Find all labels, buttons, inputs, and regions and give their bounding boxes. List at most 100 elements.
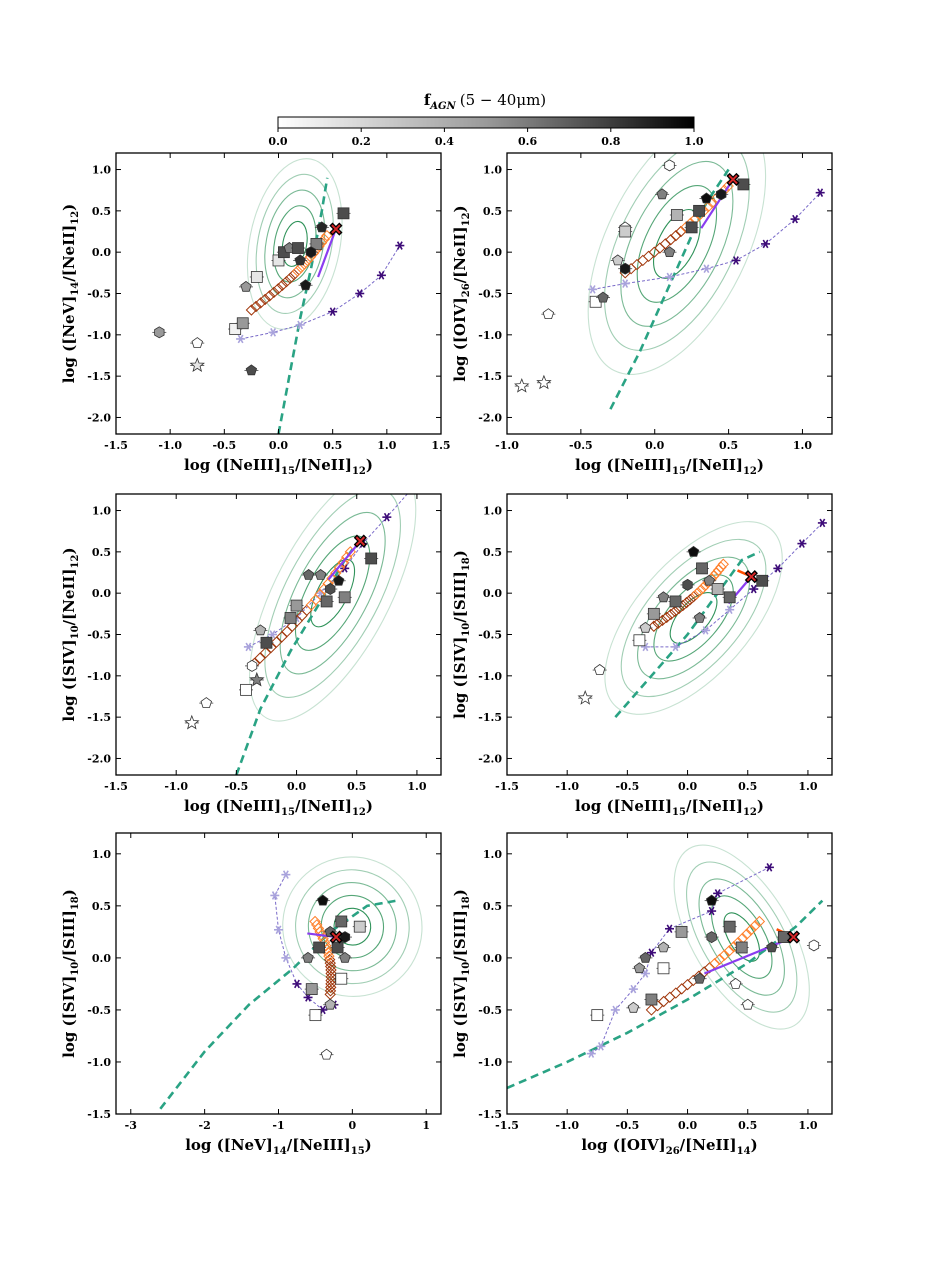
model-star-stroke xyxy=(275,925,282,935)
data-point xyxy=(254,624,267,636)
y-axis-label-part: 18 xyxy=(461,896,472,910)
y-axis-label-part: ) xyxy=(451,889,469,896)
y-axis-label-part: / xyxy=(451,617,469,623)
x-axis-label-part: 12 xyxy=(743,807,757,818)
x-tick-label: -1.5 xyxy=(104,780,128,793)
orange-model-diamond xyxy=(295,261,307,274)
y-axis-label-part: log ( xyxy=(451,1019,469,1058)
cross-stroke xyxy=(728,174,738,185)
x-tick-label: -3 xyxy=(125,1119,137,1132)
data-point xyxy=(700,192,713,204)
data-point xyxy=(338,591,351,604)
y-axis-label-part: [SIV] xyxy=(451,976,469,1020)
model-star-stroke xyxy=(378,271,385,280)
y-axis-label-part: 26 xyxy=(461,283,472,297)
x-axis-label-part: 26 xyxy=(666,1146,680,1157)
x-tick-label: -1.0 xyxy=(555,780,579,793)
orange-model-diamond xyxy=(664,991,676,1003)
orange-model-diamond xyxy=(691,588,703,600)
purple-arrow xyxy=(700,178,734,229)
y-axis-label-part: 12 xyxy=(70,211,81,225)
y-axis-label-part: log ( xyxy=(60,345,78,384)
model-star xyxy=(817,518,827,528)
x-axis-label: log ([NeV]14/[NeIII]15) xyxy=(185,1136,372,1157)
density-contour xyxy=(636,184,718,303)
density-contour xyxy=(587,153,767,375)
model-star xyxy=(713,889,723,898)
y-tick-label: -1.0 xyxy=(87,329,111,342)
x-tick-label: 1.0 xyxy=(798,780,817,793)
x-axis-label-part: / xyxy=(686,797,692,815)
x-tick-label: -1.5 xyxy=(495,780,519,793)
x-tick-label: 0.5 xyxy=(323,439,342,452)
data-point xyxy=(305,246,317,259)
density-contour xyxy=(281,220,308,267)
y-tick-label: 0.5 xyxy=(483,546,502,559)
orange-model-diamond xyxy=(715,561,727,573)
colorbar-title: fAGN (5 − 40μm) xyxy=(424,91,546,112)
data-point xyxy=(320,595,333,608)
y-tick-label: -1.0 xyxy=(478,670,502,683)
colorbar-tick-label: 0.2 xyxy=(352,135,371,148)
y-axis-label-part: / xyxy=(60,956,78,962)
orange-model-diamond xyxy=(272,283,284,295)
data-point xyxy=(706,931,717,944)
y-tick-label: -2.0 xyxy=(87,752,111,765)
orange-model-diamond xyxy=(717,558,729,570)
data-point xyxy=(612,254,624,266)
orange-model-diamond xyxy=(681,978,694,991)
dashed-model-track xyxy=(507,899,824,1090)
model-star-stroke xyxy=(622,279,629,288)
data-point xyxy=(309,1009,322,1022)
data-point xyxy=(620,262,631,275)
model-star-stroke xyxy=(703,264,710,274)
orange-model-diamond xyxy=(676,983,688,995)
x-axis-label-part: 15 xyxy=(672,807,686,818)
model-star xyxy=(620,279,630,288)
density-contour xyxy=(279,511,386,675)
y-axis-label-part: [NeII] xyxy=(451,226,469,277)
model-star-stroke xyxy=(817,188,824,197)
orange-model-diamond xyxy=(665,608,677,621)
x-axis-label-part: / xyxy=(680,1136,686,1154)
plot-area xyxy=(184,494,417,775)
y-tick-label: -1.5 xyxy=(478,1108,502,1121)
x-axis-label-part: [NeIII] xyxy=(614,456,673,474)
orange-model-diamond xyxy=(675,225,687,238)
orange-model-diamond xyxy=(645,1004,658,1016)
data-point xyxy=(365,552,378,565)
y-axis-label: log ([SIV]10/[SIII]18) xyxy=(451,889,472,1058)
data-point xyxy=(320,1048,333,1060)
density-contour xyxy=(264,494,401,699)
y-tick-label: -0.5 xyxy=(87,629,111,642)
model-star xyxy=(340,564,350,573)
x-axis-label-part: [NeII] xyxy=(685,1136,736,1154)
density-contour xyxy=(686,861,798,1013)
model-star xyxy=(596,1042,606,1051)
data-point xyxy=(292,242,304,254)
y-tick-label: 0.5 xyxy=(483,205,502,218)
x-axis-label-part: [NeII] xyxy=(691,456,742,474)
density-contour xyxy=(620,538,767,698)
orange-model-diamond xyxy=(664,234,677,246)
colorbar-gradient xyxy=(277,116,695,129)
y-tick-label: 1.0 xyxy=(483,848,502,861)
cross-stroke xyxy=(746,571,757,582)
plot-area xyxy=(514,153,825,410)
data-point xyxy=(335,972,348,985)
y-axis-label-part: [SIV] xyxy=(451,637,469,681)
orange-model-diamond xyxy=(291,265,304,277)
purple-arrow xyxy=(317,228,337,278)
y-tick-label: 1.0 xyxy=(92,505,111,518)
x-axis-label-part: [NeII] xyxy=(300,456,351,474)
model-star-stroke xyxy=(726,605,733,615)
data-point xyxy=(154,326,165,339)
data-point xyxy=(284,612,297,624)
orange-model-diamond xyxy=(749,919,761,932)
orange-model-diamond xyxy=(337,556,349,569)
x-axis-label-part: 12 xyxy=(352,807,366,818)
model-star xyxy=(773,564,783,573)
model-star-stroke xyxy=(714,889,721,898)
star-model-track xyxy=(645,522,823,648)
